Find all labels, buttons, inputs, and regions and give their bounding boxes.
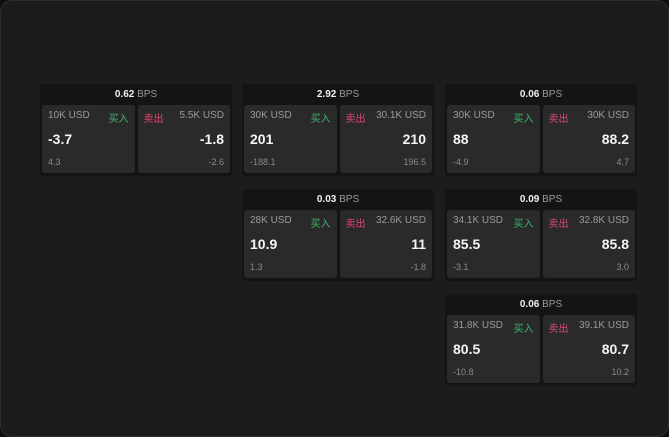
spread-unit: BPS (542, 299, 563, 310)
buy-button[interactable]: 34.1K USD 买入 85.5 -3.1 (447, 210, 540, 278)
buy-price: 10.9 (250, 236, 278, 252)
spread-header: 2.92 BPS (244, 84, 432, 105)
sell-size: 5.5K USD (179, 110, 224, 121)
sell-button[interactable]: 卖出 5.5K USD -1.8 -2.6 (137, 105, 230, 173)
sell-size: 32.6K USD (375, 215, 426, 226)
buy-change: -10.8 (453, 367, 474, 377)
buy-price: 88 (453, 131, 469, 147)
quote-panel: 0.06 BPS 31.8K USD 买入 80.5 -10.8 卖出 39.1K … (445, 294, 637, 386)
buy-size: 10K USD (48, 110, 90, 121)
spread-unit: BPS (542, 194, 563, 205)
sell-change: -1.8 (410, 262, 426, 272)
buy-size: 28K USD (250, 215, 292, 226)
sell-change: 196.5 (403, 157, 426, 167)
sell-label: 卖出 (548, 324, 569, 335)
spread-header: 0.03 BPS (244, 189, 432, 210)
buy-label: 买入 (513, 324, 534, 335)
buy-button[interactable]: 28K USD 买入 10.9 1.3 (244, 210, 337, 278)
buy-change: 1.3 (250, 262, 263, 272)
sell-price: 210 (402, 131, 426, 147)
buy-button[interactable]: 30K USD 买入 201 -188.1 (244, 105, 337, 173)
buy-label: 买入 (310, 114, 331, 125)
sell-size: 39.1K USD (578, 320, 629, 331)
sell-button[interactable]: 卖出 32.8K USD 85.8 3.0 (542, 210, 635, 278)
spread-header: 0.06 BPS (447, 294, 635, 315)
buy-price: 80.5 (453, 341, 481, 357)
sell-price: 11 (411, 236, 426, 252)
sell-change: 10.2 (611, 367, 629, 377)
spread-value: 0.06 (519, 299, 540, 310)
sell-size: 32.8K USD (578, 215, 629, 226)
sell-price: 80.7 (601, 341, 629, 357)
sell-size: 30.1K USD (375, 110, 426, 121)
spread-header: 0.62 BPS (42, 84, 230, 105)
buy-button[interactable]: 30K USD 买入 88 -4.9 (447, 105, 540, 173)
sell-price: -1.8 (199, 131, 224, 147)
quote-panel: 0.03 BPS 28K USD 买入 10.9 1.3 卖出 32.6K USD … (242, 189, 434, 281)
spread-value: 0.06 (519, 89, 540, 100)
buy-button[interactable]: 31.8K USD 买入 80.5 -10.8 (447, 315, 540, 383)
sell-label: 卖出 (345, 114, 366, 125)
sell-size: 30K USD (587, 110, 629, 121)
sell-price: 85.8 (601, 236, 629, 252)
buy-price: -3.7 (48, 131, 73, 147)
spread-unit: BPS (542, 89, 563, 100)
sell-label: 卖出 (345, 219, 366, 230)
buy-size: 30K USD (453, 110, 495, 121)
sell-button[interactable]: 卖出 32.6K USD 11 -1.8 (339, 210, 432, 278)
sell-button[interactable]: 卖出 39.1K USD 80.7 10.2 (542, 315, 635, 383)
spread-header: 0.09 BPS (447, 189, 635, 210)
spread-value: 0.09 (519, 194, 540, 205)
buy-label: 买入 (513, 219, 534, 230)
spread-unit: BPS (339, 89, 360, 100)
buy-change: -3.1 (453, 262, 469, 272)
buy-size: 34.1K USD (453, 215, 504, 226)
buy-button[interactable]: 10K USD 买入 -3.7 4.3 (42, 105, 135, 173)
buy-label: 买入 (108, 114, 129, 125)
quote-panel: 0.62 BPS 10K USD 买入 -3.7 4.3 卖出 5.5K USD -… (40, 84, 232, 176)
spread-unit: BPS (339, 194, 360, 205)
sell-label: 卖出 (548, 219, 569, 230)
spread-value: 0.03 (316, 194, 337, 205)
sell-button[interactable]: 卖出 30.1K USD 210 196.5 (339, 105, 432, 173)
buy-change: -188.1 (250, 157, 276, 167)
quote-panel: 0.09 BPS 34.1K USD 买入 85.5 -3.1 卖出 32.8K U… (445, 189, 637, 281)
sell-button[interactable]: 卖出 30K USD 88.2 4.7 (542, 105, 635, 173)
quote-panel: 2.92 BPS 30K USD 买入 201 -188.1 卖出 30.1K US… (242, 84, 434, 176)
buy-price: 85.5 (453, 236, 481, 252)
buy-change: 4.3 (48, 157, 61, 167)
sell-label: 卖出 (143, 114, 164, 125)
buy-size: 30K USD (250, 110, 292, 121)
spread-header: 0.06 BPS (447, 84, 635, 105)
buy-change: -4.9 (453, 157, 469, 167)
sell-price: 88.2 (601, 131, 629, 147)
spread-value: 2.92 (316, 89, 337, 100)
spread-value: 0.62 (114, 89, 135, 100)
sell-change: -2.6 (208, 157, 224, 167)
quote-panel: 0.06 BPS 30K USD 买入 88 -4.9 卖出 30K USD 88.… (445, 84, 637, 176)
sell-label: 卖出 (548, 114, 569, 125)
buy-price: 201 (250, 131, 274, 147)
buy-label: 买入 (513, 114, 534, 125)
buy-size: 31.8K USD (453, 320, 504, 331)
sell-change: 4.7 (616, 157, 629, 167)
buy-label: 买入 (310, 219, 331, 230)
sell-change: 3.0 (616, 262, 629, 272)
spread-unit: BPS (137, 89, 158, 100)
